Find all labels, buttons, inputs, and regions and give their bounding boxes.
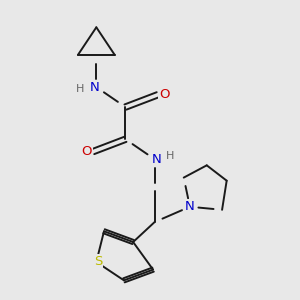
Text: S: S [94, 256, 102, 268]
Text: O: O [81, 145, 92, 158]
Text: N: N [151, 153, 161, 166]
Text: H: H [76, 84, 85, 94]
Text: H: H [167, 151, 175, 161]
Text: N: N [90, 81, 100, 94]
Text: N: N [185, 200, 195, 213]
Text: O: O [159, 88, 170, 101]
